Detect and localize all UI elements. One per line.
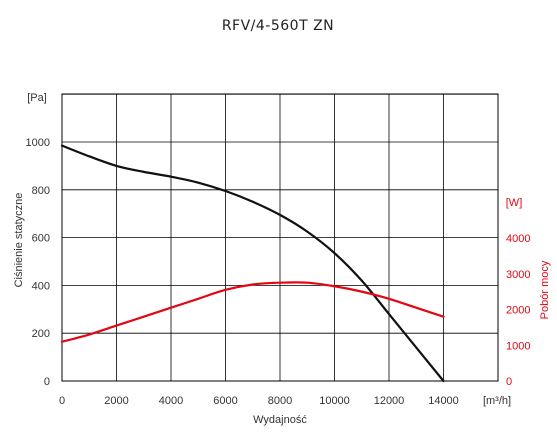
y-left-tick-label: 1000 <box>26 137 50 149</box>
x-tick-label: 10000 <box>319 395 350 407</box>
y-right-unit: [W] <box>506 197 523 209</box>
y-left-tick-label: 200 <box>32 328 50 340</box>
x-tick-label: 2000 <box>104 395 128 407</box>
tick-labels: 0 2000 4000 6000 8000 10000 12000 1400002004006… <box>26 137 531 407</box>
power-curve <box>60 281 445 343</box>
chart-title: RFV/4-560T ZN <box>222 18 334 34</box>
y-right-tick-label: 3000 <box>506 269 530 281</box>
x-tick-label: 12000 <box>374 395 405 407</box>
grid <box>61 93 499 382</box>
y-left-axis-label: Ciśnienie statyczne <box>13 193 25 288</box>
x-unit: [m³/h] <box>483 395 511 407</box>
x-tick-label: 4000 <box>159 395 183 407</box>
x-tick-label: 0 <box>59 395 65 407</box>
y-left-tick-label: 800 <box>32 185 50 197</box>
y-right-tick-label: 1000 <box>506 340 530 352</box>
x-tick-label: 6000 <box>213 395 237 407</box>
y-right-tick-label: 2000 <box>506 305 530 317</box>
y-right-axis-label: Pobór mocy <box>539 260 551 319</box>
y-right-tick-label: 0 <box>506 376 512 388</box>
series-group <box>60 144 445 383</box>
y-right-tick-label: 4000 <box>506 233 530 245</box>
x-tick-label: 14000 <box>428 395 459 407</box>
y-left-unit: [Pa] <box>27 92 47 104</box>
y-left-tick-label: 600 <box>32 233 50 245</box>
y-left-tick-label: 0 <box>44 376 50 388</box>
x-tick-label: 8000 <box>268 395 292 407</box>
pressure-curve <box>60 144 445 383</box>
y-left-tick-label: 400 <box>32 280 50 292</box>
x-axis-label: Wydajność <box>253 414 307 426</box>
